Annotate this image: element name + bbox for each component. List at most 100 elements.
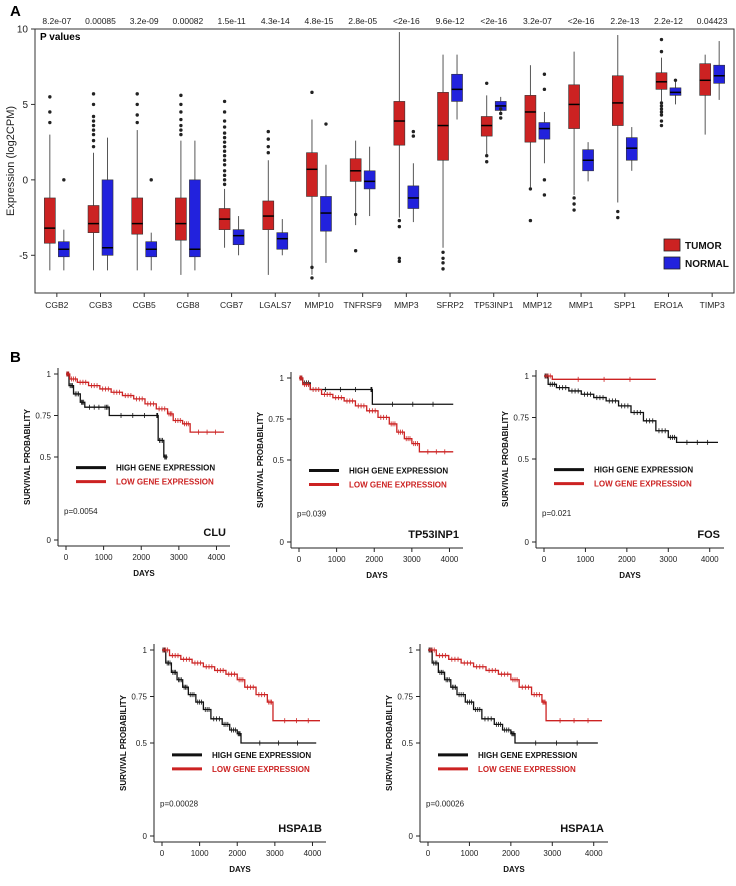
km-chart-clu: 0 1000 2000 3000 4000 0 0.5 0.75 1 DAYS SURVIVAL P… xyxy=(23,368,230,578)
km-chart-hspa1b: 0 1000 2000 3000 4000 0 0.5 0.75 1 DAYS SURVIVAL P… xyxy=(119,644,326,874)
km-legend-label-low: LOW GENE EXPRESSION xyxy=(212,765,310,774)
x-tick-label: MMP3 xyxy=(394,300,419,310)
km-curve-low xyxy=(162,649,320,722)
km-p-value: p=0.021 xyxy=(542,509,572,518)
x-tick-label: TP53INP1 xyxy=(474,300,513,310)
km-curve-low xyxy=(544,375,656,380)
p-value-label: 1.5e-11 xyxy=(217,16,245,26)
outlier-point xyxy=(542,178,547,182)
box-tumor xyxy=(349,158,362,182)
outlier-point xyxy=(441,261,445,265)
p-value-label: <2e-16 xyxy=(480,16,507,26)
outlier-point xyxy=(659,104,664,108)
km-y-tick-label: 0 xyxy=(47,536,52,545)
y-tick-label: 0 xyxy=(22,175,28,186)
outlier-point xyxy=(222,119,227,123)
km-chart-hspa1a: 0 1000 2000 3000 4000 0 0.5 0.75 1 DAYS SURVIVAL P… xyxy=(385,644,608,874)
box-tumor xyxy=(568,84,580,129)
outlier-point xyxy=(179,110,183,114)
outlier-point xyxy=(266,137,270,141)
km-curve-high xyxy=(544,375,718,444)
outlier-point xyxy=(91,123,96,128)
outlier-point xyxy=(659,110,664,114)
box-normal xyxy=(189,179,201,258)
box-normal xyxy=(625,137,638,161)
outlier-point xyxy=(48,120,52,125)
km-x-tick-label: 0 xyxy=(542,555,547,564)
km-legend-label-low: LOW GENE EXPRESSION xyxy=(478,765,576,774)
km-legend-label-high: HIGH GENE EXPRESSION xyxy=(478,751,577,760)
x-tick-label: MMP10 xyxy=(304,300,334,310)
km-x-tick-label: 3000 xyxy=(170,553,188,562)
outlier-point xyxy=(222,154,227,158)
km-x-tick-label: 1000 xyxy=(577,555,595,564)
p-value-label: 2.8e-05 xyxy=(348,16,377,26)
x-tick-label: MMP12 xyxy=(523,300,553,310)
outlier-point xyxy=(499,116,503,120)
outlier-point xyxy=(616,209,620,214)
outlier-point xyxy=(222,144,227,149)
km-y-tick-label: 0.5 xyxy=(273,456,285,465)
box-tumor xyxy=(480,116,493,137)
km-x-tick-label: 2000 xyxy=(228,849,246,858)
km-y-tick-label: 0 xyxy=(525,538,530,547)
km-y-axis-label: SURVIVAL PROBABILITY xyxy=(385,694,394,791)
km-x-tick-label: 0 xyxy=(64,553,69,562)
outlier-point xyxy=(659,113,664,117)
box-tumor xyxy=(262,200,275,230)
p-value-label: 4.3e-14 xyxy=(261,16,290,26)
km-y-axis-label: SURVIVAL PROBABILITY xyxy=(23,408,32,505)
km-x-tick-label: 4000 xyxy=(304,849,322,858)
outlier-point xyxy=(91,128,96,132)
outlier-point xyxy=(222,163,227,167)
outlier-point xyxy=(499,107,503,111)
km-p-value: p=0.0054 xyxy=(64,507,98,516)
outlier-point xyxy=(397,259,402,264)
box-normal xyxy=(232,229,245,246)
outlier-point xyxy=(659,119,664,123)
box-normal xyxy=(451,73,463,102)
outlier-point xyxy=(485,154,489,158)
box-normal xyxy=(320,196,332,232)
km-curve-low xyxy=(299,377,454,453)
outlier-point xyxy=(542,193,547,197)
km-x-tick-label: 3000 xyxy=(659,555,677,564)
km-chart-fos: 0 1000 2000 3000 4000 0 0.5 0.75 1 DAYS SURVIVAL P… xyxy=(501,370,724,580)
km-y-tick-label: 0.75 xyxy=(397,693,413,702)
outlier-point xyxy=(179,93,183,98)
km-curve-high xyxy=(162,649,317,744)
outlier-point xyxy=(528,187,533,191)
km-legend-label-high: HIGH GENE EXPRESSION xyxy=(116,464,215,473)
km-y-tick-label: 0.5 xyxy=(518,455,530,464)
km-y-tick-label: 0.75 xyxy=(513,414,529,423)
p-value-label: 4.8e-15 xyxy=(305,16,334,26)
outlier-point xyxy=(222,169,227,173)
box-normal xyxy=(538,122,551,140)
km-y-tick-label: 0.5 xyxy=(402,739,414,748)
panel-b-label: B xyxy=(10,349,21,366)
km-x-tick-label: 4000 xyxy=(441,555,459,564)
km-legend-label-low: LOW GENE EXPRESSION xyxy=(349,481,447,490)
km-x-tick-label: 1000 xyxy=(461,849,479,858)
km-y-tick-label: 0.75 xyxy=(131,693,147,702)
outlier-point xyxy=(616,215,620,220)
km-y-tick-label: 0.75 xyxy=(268,415,284,424)
outlier-point xyxy=(411,129,416,134)
box-tumor xyxy=(393,101,406,146)
panel-a-label: A xyxy=(10,3,21,20)
x-tick-label: LGALS7 xyxy=(259,300,291,310)
outlier-point xyxy=(542,87,547,92)
y-tick-label: 5 xyxy=(22,100,28,111)
km-x-tick-label: 2000 xyxy=(502,849,520,858)
km-x-axis-label: DAYS xyxy=(133,569,155,578)
km-legend-label-high: HIGH GENE EXPRESSION xyxy=(594,466,693,475)
p-value-label: <2e-16 xyxy=(568,16,595,26)
km-gene-title: HSPA1A xyxy=(560,823,604,835)
km-gene-title: TP53INP1 xyxy=(408,529,459,541)
outlier-point xyxy=(91,132,96,137)
plot-frame xyxy=(34,28,735,294)
p-value-label: 8.2e-07 xyxy=(42,16,71,26)
outlier-point xyxy=(48,95,52,99)
km-x-tick-label: 4000 xyxy=(701,555,719,564)
